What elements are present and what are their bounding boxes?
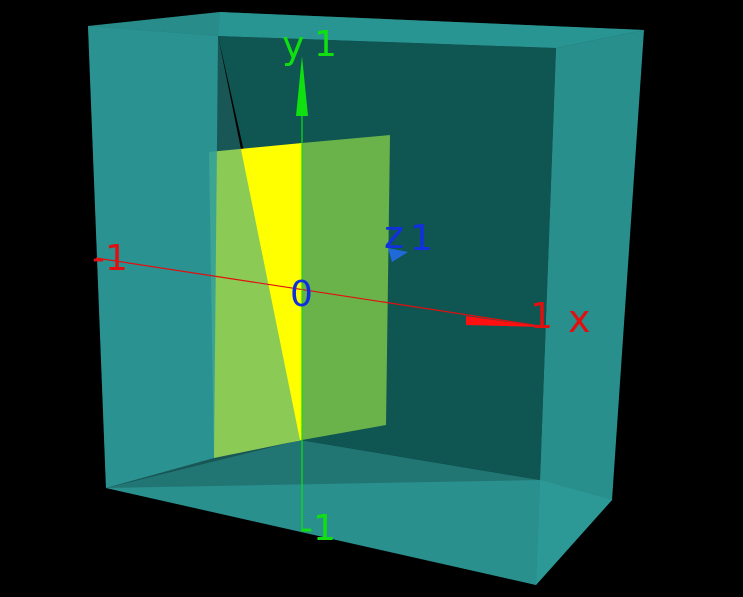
y-axis-min-label: -1: [300, 508, 336, 549]
x-axis-label: x: [568, 297, 591, 341]
x-axis-max-label: 1: [530, 296, 553, 337]
axis-labels: y 1 -1 -1 1 x z 1 0: [92, 23, 591, 549]
z-axis-arrowhead: [388, 248, 408, 262]
x-axis-line: [95, 257, 541, 327]
box-left-wall: [88, 26, 218, 488]
z-axis-max-label: 1: [410, 218, 433, 259]
box-front: [88, 12, 644, 585]
z-axis-label: z: [384, 213, 404, 257]
plane-back-face: [302, 135, 390, 440]
x-axis-min-label: -1: [92, 238, 128, 279]
y-axis-arrowhead: [296, 56, 308, 116]
y-axis-label: y: [282, 23, 305, 67]
origin-label: 0: [290, 274, 313, 315]
y-axis-max-label: 1: [314, 24, 337, 65]
axes: [95, 56, 544, 532]
box-right-face: [536, 30, 644, 585]
box-bottom-face: [106, 480, 612, 585]
box-top-face: [88, 12, 644, 48]
x-axis-arrowhead: [466, 316, 544, 327]
